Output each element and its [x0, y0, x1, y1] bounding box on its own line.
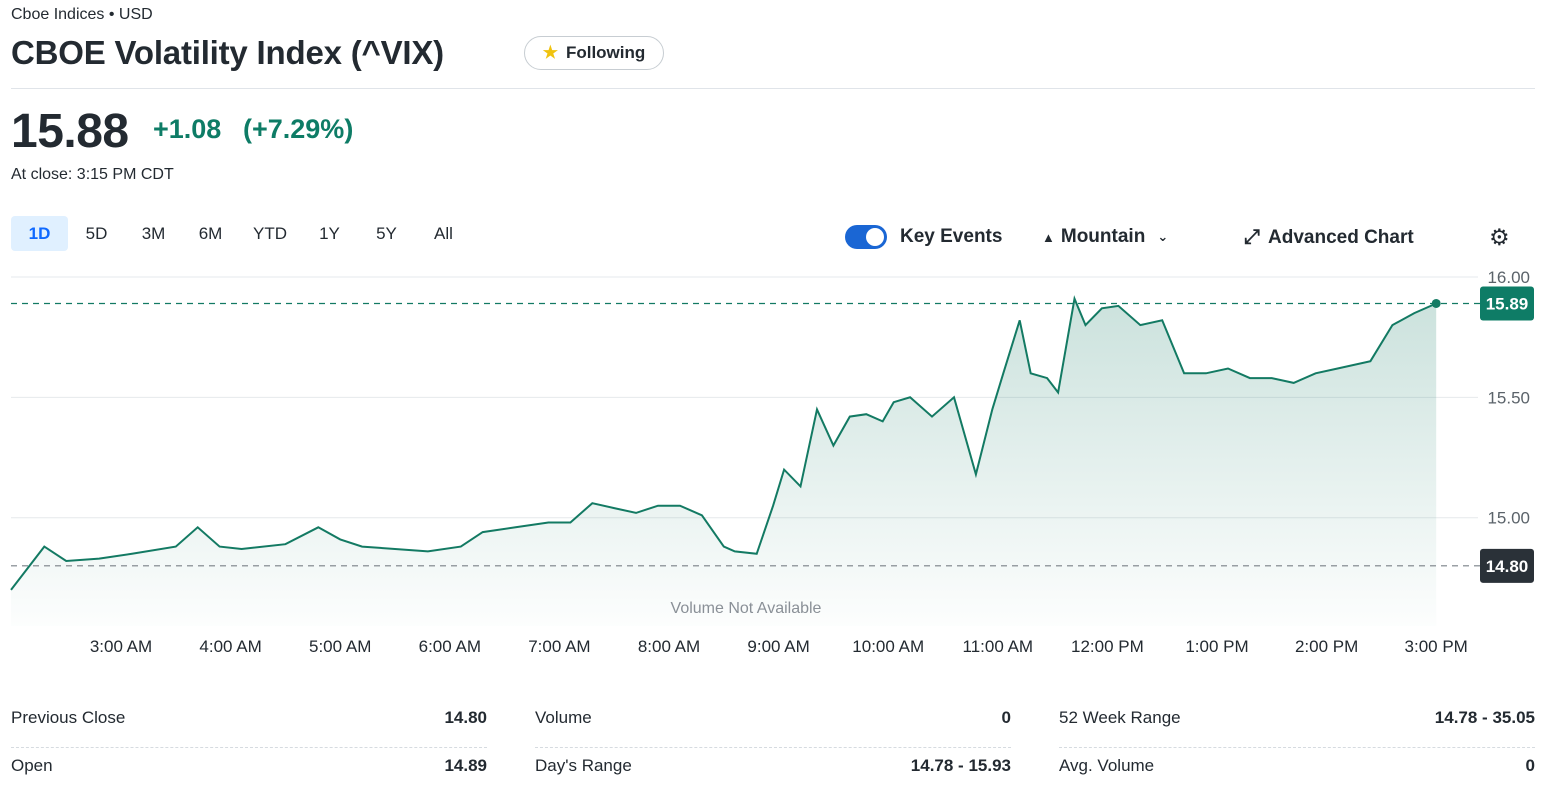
- stat-volume: Volume 0: [535, 700, 1011, 748]
- stat-52-week-range: 52 Week Range 14.78 - 35.05: [1059, 700, 1535, 748]
- x-tick-label: 6:00 AM: [419, 637, 481, 656]
- current-price: 15.88: [11, 105, 129, 158]
- stat-avg-volume: Avg. Volume 0: [1059, 748, 1535, 796]
- range-ytd[interactable]: YTD: [253, 224, 287, 243]
- stat-label: Open: [11, 756, 53, 775]
- chevron-down-icon: ⌄: [1157, 229, 1169, 244]
- y-tick-label: 15.00: [1487, 509, 1530, 528]
- current-value-badge: [1480, 286, 1534, 321]
- gear-icon[interactable]: ⚙: [1489, 224, 1510, 250]
- stat-value: 14.78 - 15.93: [910, 756, 1011, 775]
- range-1y[interactable]: 1Y: [319, 224, 340, 243]
- y-tick-label: 15.50: [1487, 388, 1530, 407]
- chart-style-label: Mountain: [1060, 226, 1146, 247]
- mountain-icon: ▲: [1042, 229, 1055, 245]
- range-selector: 1D 5D 3M 6M YTD 1Y 5Y All: [11, 216, 472, 251]
- chart-style-dropdown[interactable]: ▲ Mountain ⌄: [1042, 226, 1168, 248]
- stat-label: Avg. Volume: [1059, 756, 1155, 775]
- x-tick-label: 10:00 AM: [852, 637, 924, 656]
- star-icon: ★: [542, 43, 558, 62]
- advanced-chart-label: Advanced Chart: [1268, 226, 1414, 248]
- range-1d[interactable]: 1D: [11, 216, 68, 251]
- x-tick-label: 5:00 AM: [309, 637, 371, 656]
- stat-label: 52 Week Range: [1059, 708, 1181, 727]
- chart-area: [11, 298, 1437, 626]
- last-point-dot: [1431, 298, 1441, 308]
- x-tick-label: 9:00 AM: [747, 637, 809, 656]
- stat-previous-close: Previous Close 14.80: [11, 700, 487, 748]
- price-chart[interactable]: 16.00 15.50 15.00 3:00 AM 4:00 AM 5:00 AM 6:0…: [0, 260, 1542, 670]
- stat-value: 14.78 - 35.05: [1434, 708, 1535, 727]
- expand-icon: ⤢: [1244, 226, 1260, 248]
- range-all[interactable]: All: [434, 224, 453, 243]
- volume-not-available: Volume Not Available: [671, 600, 822, 617]
- stat-label: Day's Range: [535, 756, 632, 775]
- stat-value: 0: [1001, 708, 1011, 727]
- x-tick-label: 7:00 AM: [528, 637, 590, 656]
- stats-column-2: Volume 0 Day's Range 14.78 - 15.93: [535, 700, 1011, 796]
- stats-column-3: 52 Week Range 14.78 - 35.05 Avg. Volume …: [1059, 700, 1535, 796]
- advanced-chart-button[interactable]: ⤢ Advanced Chart: [1244, 226, 1414, 249]
- range-5d[interactable]: 5D: [85, 224, 108, 243]
- stat-label: Volume: [535, 708, 592, 727]
- x-tick-label: 3:00 AM: [90, 637, 152, 656]
- x-tick-label: 11:00 AM: [963, 637, 1034, 656]
- range-3m[interactable]: 3M: [141, 224, 166, 243]
- range-6m[interactable]: 6M: [198, 224, 223, 243]
- y-tick-label: 16.00: [1487, 268, 1530, 287]
- price-change-percent: (+7.29%): [243, 114, 354, 144]
- stat-value: 14.89: [444, 756, 487, 775]
- exchange-info: Cboe Indices • USD: [11, 6, 153, 23]
- previous-close-badge: [1480, 548, 1534, 583]
- close-time: At close: 3:15 PM CDT: [11, 166, 174, 183]
- range-5y[interactable]: 5Y: [376, 224, 397, 243]
- chart-line: [10, 295, 1437, 591]
- stat-value: 14.80: [444, 708, 487, 727]
- toggle-knob: [866, 228, 884, 246]
- x-tick-label: 3:00 PM: [1405, 637, 1468, 656]
- key-events-toggle[interactable]: [845, 225, 887, 249]
- header-divider: [11, 88, 1535, 89]
- page-title: CBOE Volatility Index (^VIX): [11, 34, 444, 71]
- x-tick-label: 4:00 AM: [199, 637, 261, 656]
- current-value-label: 15.89: [1486, 294, 1529, 313]
- following-button[interactable]: ★ Following: [524, 36, 664, 70]
- price-change: +1.08: [153, 114, 222, 144]
- x-tick-label: 1:00 PM: [1185, 637, 1248, 656]
- stat-label: Previous Close: [11, 708, 126, 727]
- previous-close-label: 14.80: [1486, 557, 1529, 576]
- stat-value: 0: [1525, 756, 1535, 775]
- stat-open: Open 14.89: [11, 748, 487, 796]
- x-tick-label: 2:00 PM: [1295, 637, 1358, 656]
- following-label: Following: [565, 43, 646, 62]
- key-events-label: Key Events: [900, 226, 1003, 247]
- x-tick-label: 12:00 PM: [1071, 637, 1144, 656]
- x-tick-label: 8:00 AM: [638, 637, 700, 656]
- stat-days-range: Day's Range 14.78 - 15.93: [535, 748, 1011, 796]
- stats-column-1: Previous Close 14.80 Open 14.89: [11, 700, 487, 796]
